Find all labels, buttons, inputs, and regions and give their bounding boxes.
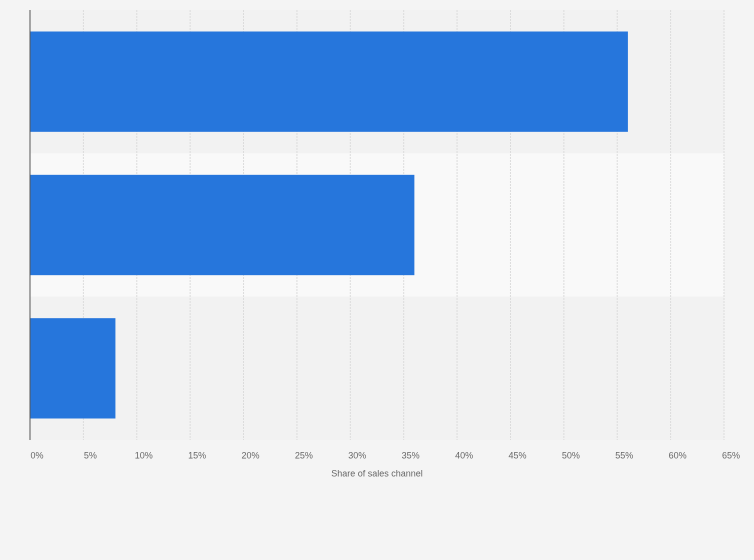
x-tick-label: 40% [455, 450, 473, 460]
bar [30, 174, 415, 276]
x-tick-label: 55% [615, 450, 633, 460]
x-tick-label: 65% [722, 450, 740, 460]
bar [30, 31, 628, 132]
row-band [30, 296, 724, 440]
x-tick-label: 25% [295, 450, 313, 460]
x-tick-label: 45% [508, 450, 526, 460]
x-axis-label: Share of sales channel [331, 468, 423, 478]
x-tick-label: 50% [562, 450, 580, 460]
x-tick-label: 60% [669, 450, 687, 460]
bar [30, 318, 116, 419]
x-tick-label: 35% [402, 450, 420, 460]
x-tick-label: 5% [84, 450, 97, 460]
x-tick-label: 20% [242, 450, 260, 460]
x-tick-label: 10% [135, 450, 153, 460]
x-tick-label: 15% [188, 450, 206, 460]
x-tick-label: 0% [30, 450, 43, 460]
x-tick-label: 30% [348, 450, 366, 460]
